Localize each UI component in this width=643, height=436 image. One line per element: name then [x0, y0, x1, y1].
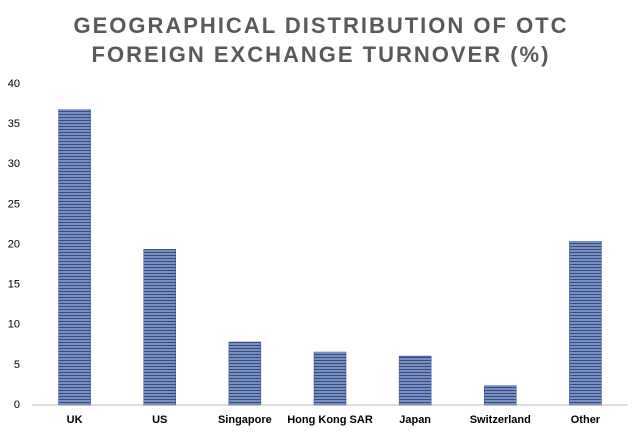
bar — [228, 341, 262, 406]
x-tick-label: US — [152, 414, 167, 426]
chart-title: GEOGRAPHICAL DISTRIBUTION OF OTC — [73, 13, 568, 38]
chart-title: FOREIGN EXCHANGE TURNOVER (%) — [92, 42, 551, 67]
bar — [58, 109, 91, 406]
x-tick-label: Hong Kong SAR — [287, 414, 373, 426]
x-tick-label: UK — [67, 414, 83, 426]
y-tick-label: 15 — [8, 279, 20, 291]
bar — [398, 355, 432, 406]
y-tick-label: 20 — [8, 238, 20, 250]
y-tick-label: 30 — [8, 158, 20, 170]
y-tick-label: 0 — [14, 399, 20, 411]
y-tick-label: 35 — [8, 118, 20, 130]
x-tick-label: Singapore — [218, 414, 272, 426]
bar — [484, 385, 517, 406]
bar — [569, 241, 602, 406]
y-tick-label: 10 — [8, 319, 20, 331]
bar — [313, 351, 347, 406]
x-tick-label: Switzerland — [470, 414, 531, 426]
y-tick-label: 40 — [8, 78, 20, 90]
y-tick-label: 25 — [8, 198, 20, 210]
x-tick-label: Other — [571, 414, 601, 426]
y-tick-label: 5 — [14, 359, 20, 371]
x-tick-label: Japan — [399, 414, 431, 426]
bar — [143, 249, 176, 406]
